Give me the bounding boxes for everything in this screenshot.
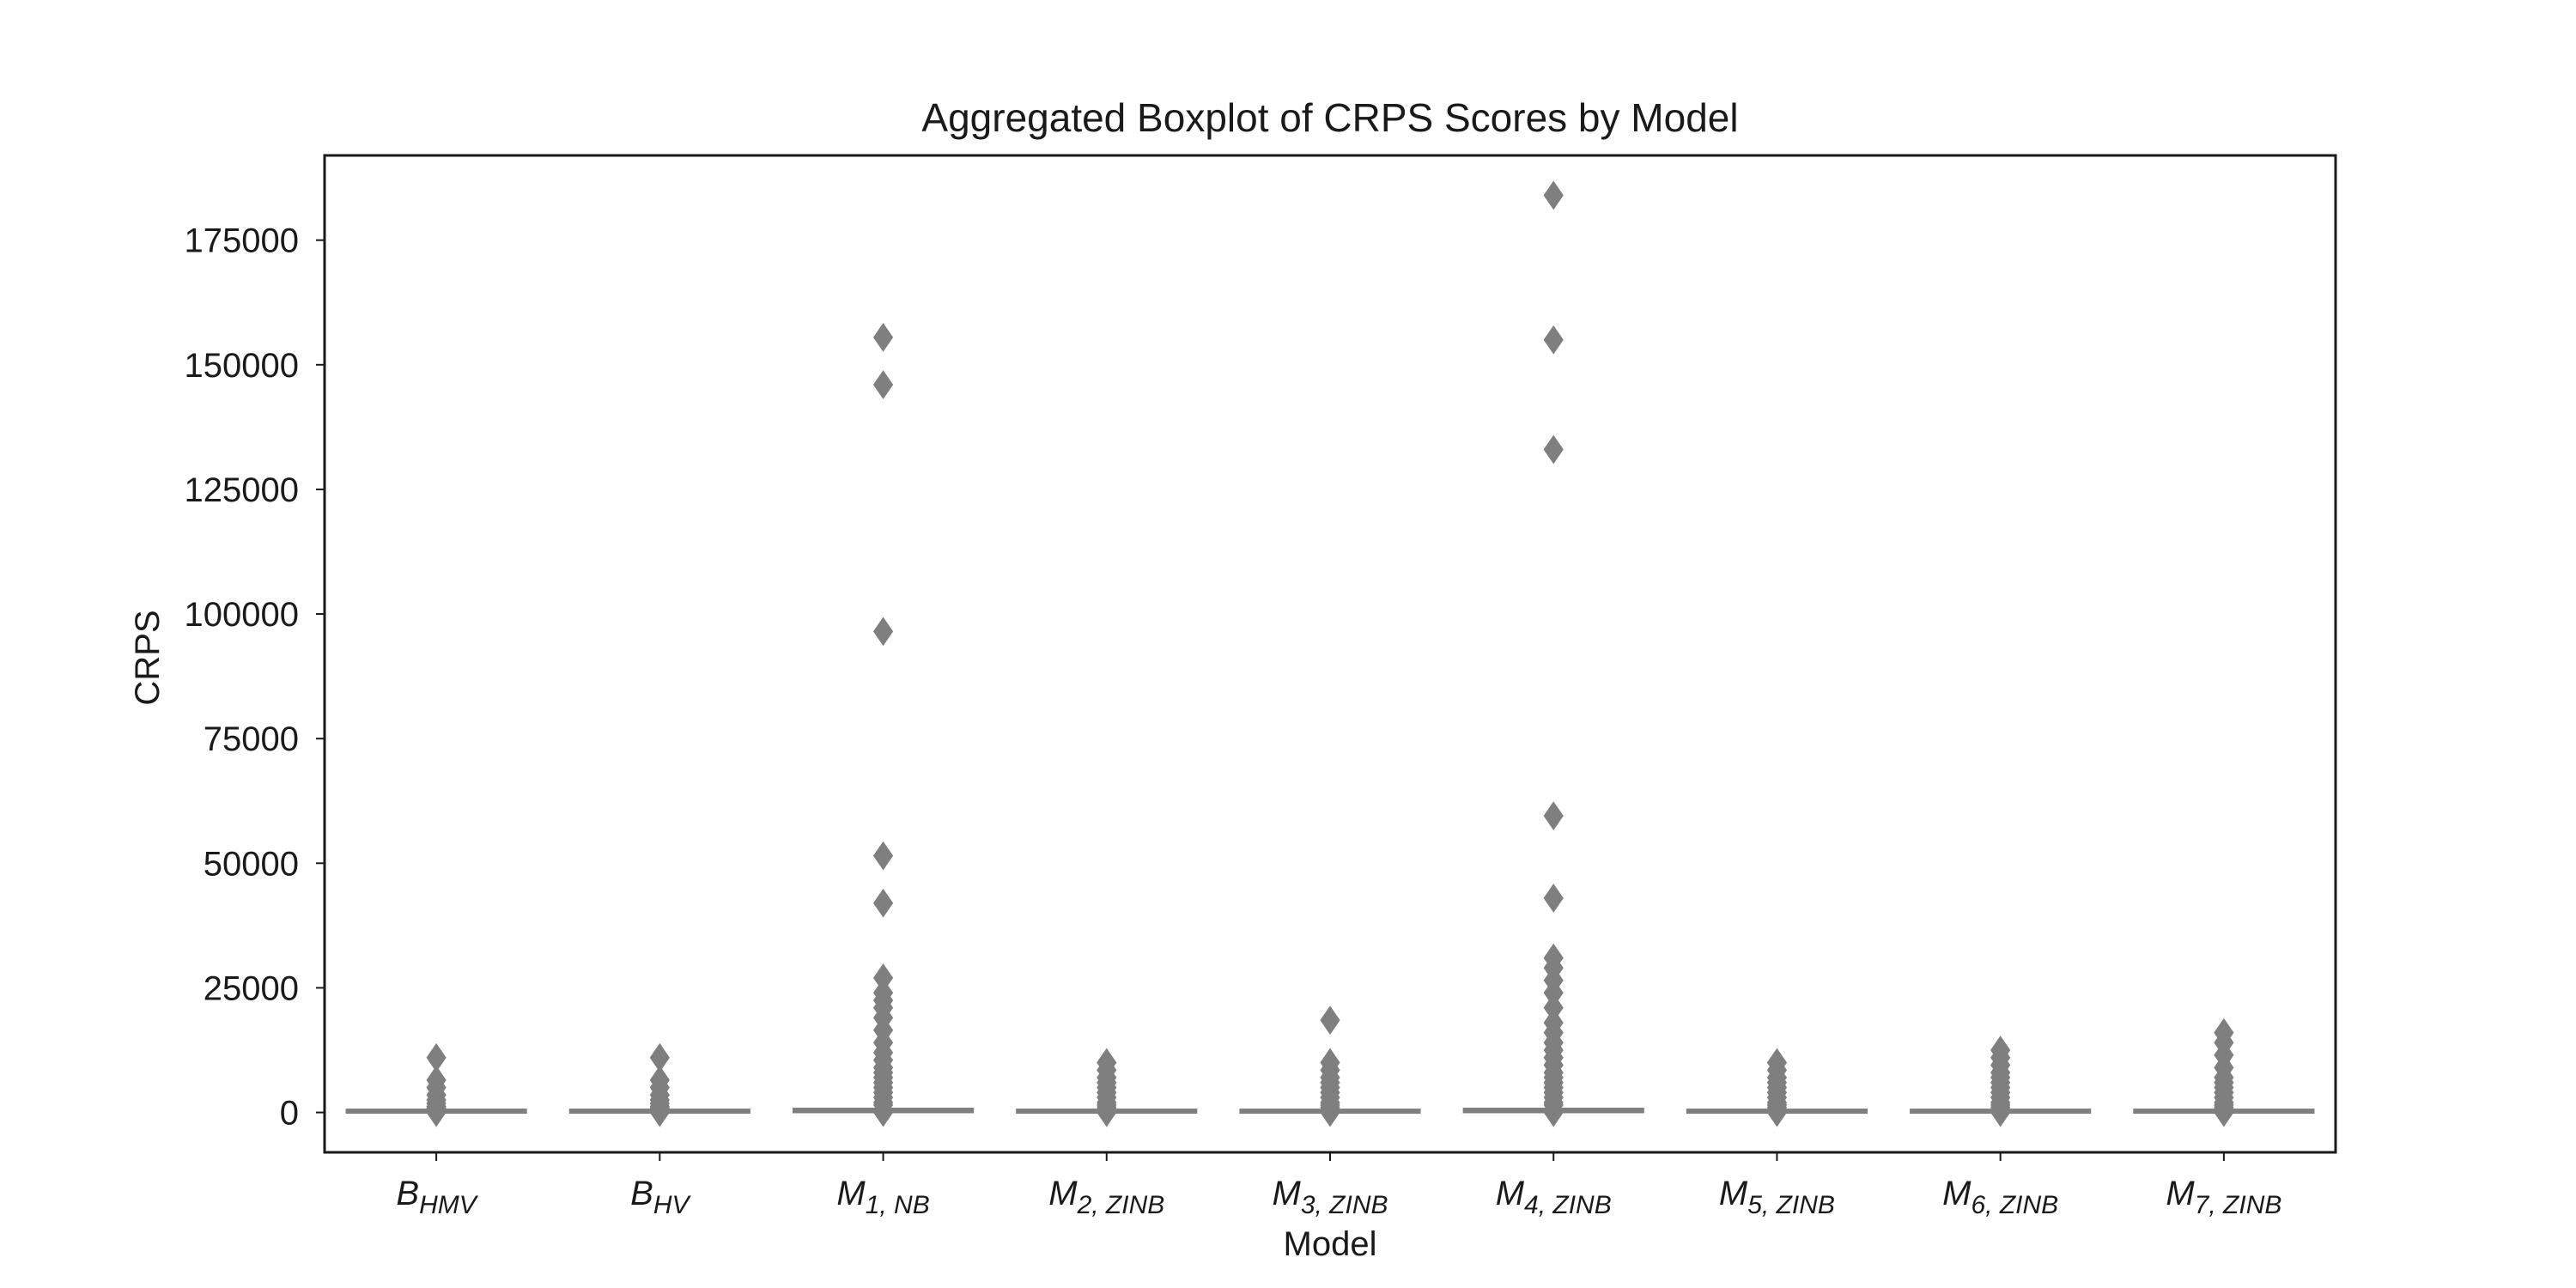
box-group [568,1042,750,1127]
y-tick-label: 50000 [204,845,299,883]
box-group [1462,180,1644,1127]
x-tick-label: BHMV [396,1175,478,1219]
outlier-point [1990,1097,2011,1127]
box-group [1910,1036,2092,1127]
x-tick-label-subscript: 1, NB [866,1191,930,1219]
x-tick-label-subscript: 3, ZINB [1301,1191,1388,1219]
x-tick-label-subscript: 7, ZINB [2195,1191,2282,1219]
outlier-point [872,617,894,647]
x-tick-label: M4, ZINB [1496,1175,1612,1219]
outlier-point [649,1097,670,1127]
outlier-point [1543,180,1564,210]
outlier-point [872,1097,894,1127]
y-tick-label: 25000 [204,969,299,1007]
outlier-point [1097,1097,1117,1127]
x-tick-label-base: M [1272,1175,1301,1212]
outlier-point [426,1097,447,1127]
box-group [1016,1048,1198,1127]
outlier-point [1320,1097,1340,1127]
outlier-point [872,888,894,918]
box-group [1239,1005,1421,1127]
x-tick-label-subscript: 6, ZINB [1971,1191,2058,1219]
x-tick-label-base: M [1496,1175,1525,1212]
outlier-point [1320,1005,1340,1036]
outlier-point [1543,801,1564,831]
x-tick-label-subscript: HMV [419,1191,479,1219]
x-axis-ticks: BHMV BHV M1, NB M2, ZINB M3, ZINB M4, ZINB M5,… [396,1152,2281,1219]
x-tick-label: M6, ZINB [1942,1175,2058,1219]
outlier-point [2214,1097,2234,1127]
box-group [792,323,975,1127]
x-tick-label-subscript: HV [653,1191,692,1219]
box-series [345,180,2315,1127]
x-tick-label: M1, NB [836,1175,929,1219]
box-group [345,1042,527,1127]
outlier-point [872,323,894,352]
x-tick-label-base: M [1719,1175,1748,1212]
x-axis-label: Model [1284,1225,1377,1263]
outlier-point [872,841,894,871]
y-axis-ticks: 0 25000 50000 75000 100000 125000 150000 175000 [185,222,325,1133]
x-tick-label-base: M [836,1175,866,1212]
y-tick-label: 150000 [185,347,299,385]
x-tick-label: M7, ZINB [2166,1175,2281,1219]
y-tick-label: 175000 [185,222,299,260]
x-tick-label-subscript: 2, ZINB [1077,1191,1165,1219]
x-tick-label-base: M [2166,1175,2195,1212]
x-tick-label-base: M [1942,1175,1971,1212]
y-tick-label: 100000 [185,596,299,634]
box-group [1686,1048,1868,1127]
y-tick-label: 75000 [204,720,299,758]
x-tick-label: M2, ZINB [1048,1175,1164,1219]
chart-title: Aggregated Boxplot of CRPS Scores by Mod… [921,95,1738,140]
outlier-point [1543,1097,1564,1127]
x-tick-label-base: B [630,1175,653,1212]
outlier-point [1766,1097,1788,1127]
x-tick-label: M5, ZINB [1719,1175,1835,1219]
x-tick-label-subscript: 4, ZINB [1524,1191,1612,1219]
y-tick-label: 0 [280,1095,299,1133]
outlier-point [1543,325,1564,355]
outlier-point [872,370,894,399]
x-tick-label: M3, ZINB [1272,1175,1388,1219]
x-tick-label-subscript: 5, ZINB [1747,1191,1835,1219]
x-tick-label-base: B [396,1175,419,1212]
outlier-point [1543,434,1564,465]
y-axis-label: CRPS [129,610,167,705]
box-group [2133,1018,2315,1127]
x-tick-label: BHV [630,1175,691,1219]
y-tick-label: 125000 [185,471,299,509]
x-tick-label-base: M [1048,1175,1078,1212]
plot-frame [323,154,2337,1154]
outlier-point [1543,884,1564,913]
